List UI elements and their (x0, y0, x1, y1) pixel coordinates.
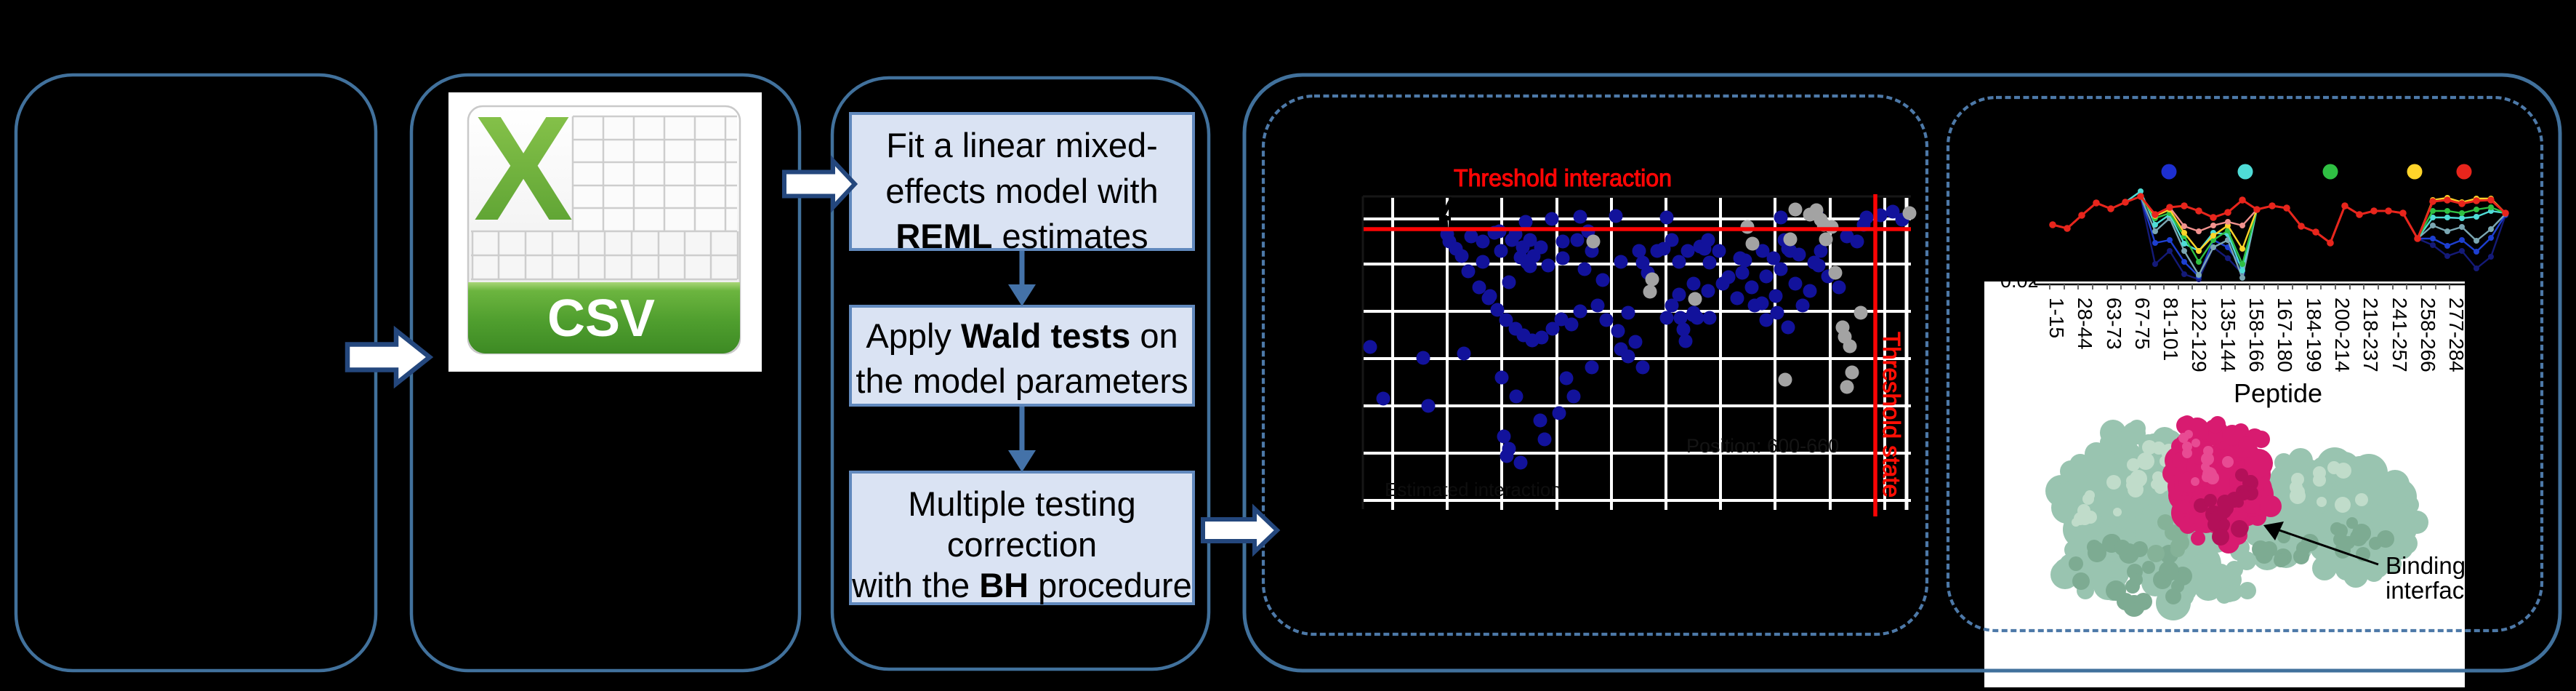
svg-text:241-257: 241-257 (2388, 297, 2411, 372)
svg-text:with the BH procedure: with the BH procedure (851, 566, 1192, 604)
svg-text:Apply Wald tests on: Apply Wald tests on (866, 316, 1178, 355)
svg-text:67-75: 67-75 (2131, 297, 2154, 350)
svg-text:277-284: 277-284 (2445, 297, 2468, 372)
svg-text:Binding: Binding (2386, 552, 2466, 579)
svg-text:correction: correction (947, 525, 1097, 564)
svg-text:122-129: 122-129 (2188, 297, 2210, 372)
svg-text:167-180: 167-180 (2274, 297, 2296, 372)
svg-text:28-44: 28-44 (2074, 297, 2096, 350)
svg-text:effects model with: effects model with (885, 172, 1158, 210)
svg-text:X: X (474, 85, 573, 252)
svg-text:Multiple testing: Multiple testing (908, 484, 1136, 523)
svg-text:CSV: CSV (547, 289, 655, 348)
svg-text:Fit a linear mixed-: Fit a linear mixed- (886, 126, 1158, 164)
svg-text:Threshold interaction: Threshold interaction (1454, 164, 1672, 191)
svg-text:258-266: 258-266 (2417, 297, 2439, 372)
svg-text:REML estimates: REML estimates (895, 217, 1148, 255)
svg-text:Estimated interaction: Estimated interaction (1385, 479, 1561, 500)
svg-text:Threshold state: Threshold state (1878, 332, 1905, 498)
svg-text:interface: interface (2386, 577, 2478, 604)
svg-text:1-15: 1-15 (2045, 297, 2068, 338)
svg-text:200-214: 200-214 (2331, 297, 2354, 372)
svg-text:81-101: 81-101 (2160, 297, 2182, 361)
svg-text:Peptide: Peptide (2234, 378, 2322, 408)
svg-text:the model parameters: the model parameters (856, 362, 1188, 400)
svg-text:158-166: 158-166 (2245, 297, 2268, 372)
svg-text:135-144: 135-144 (2217, 297, 2239, 372)
svg-text:0.02: 0.02 (2000, 270, 2039, 292)
svg-text:63-73: 63-73 (2103, 297, 2125, 350)
svg-text:184-199: 184-199 (2303, 297, 2325, 372)
svg-text:218-237: 218-237 (2359, 297, 2382, 372)
svg-text:Position: 600-660: Position: 600-660 (1686, 435, 1839, 457)
